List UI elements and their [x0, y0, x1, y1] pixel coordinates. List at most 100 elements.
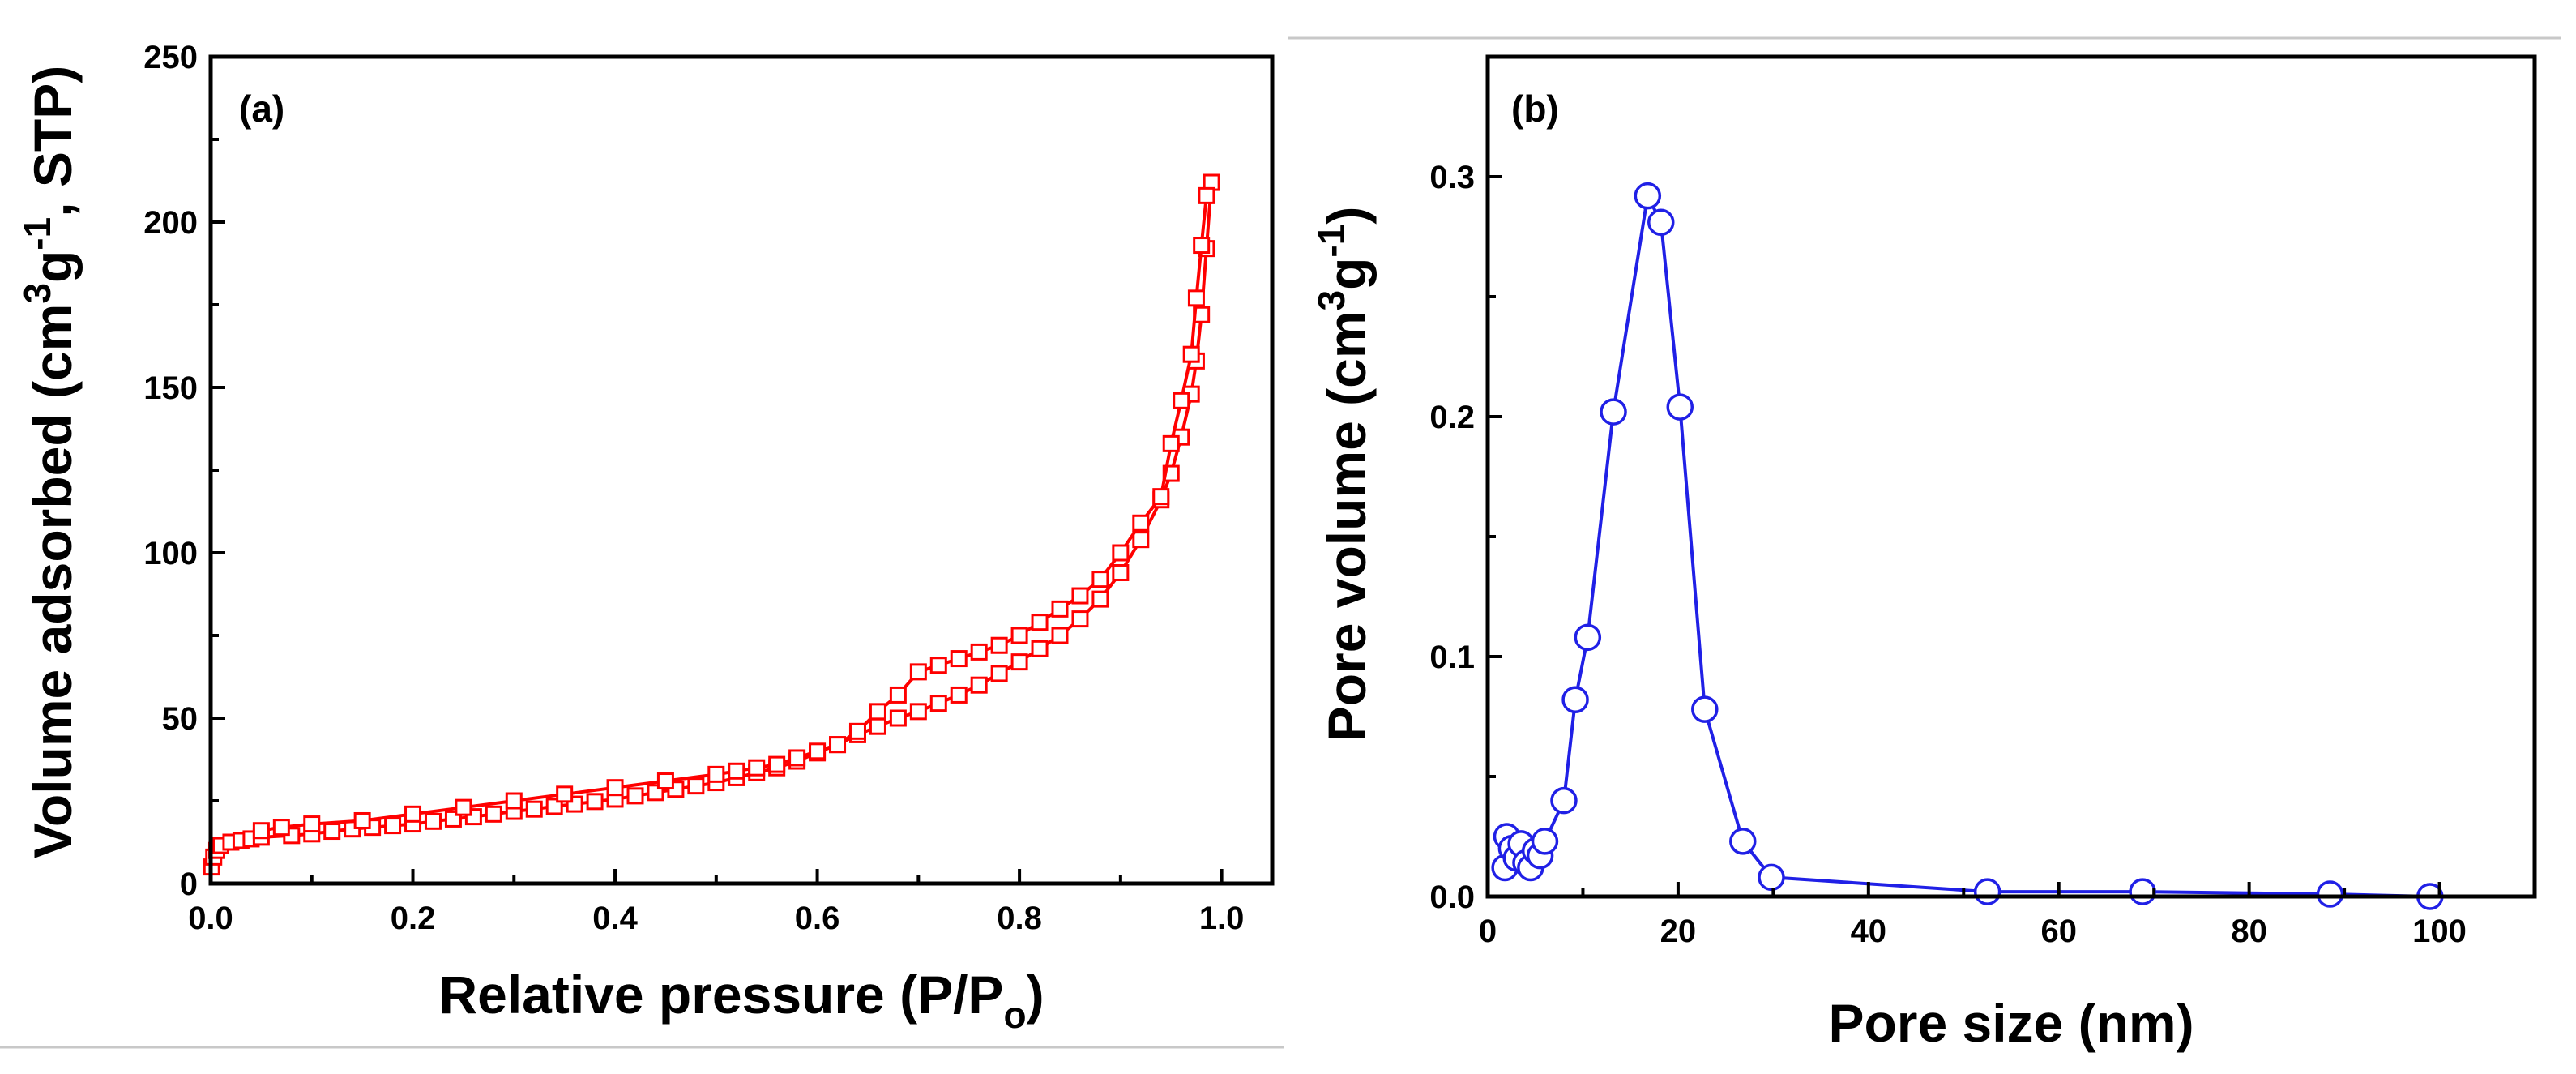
- panel-a-data-point: [606, 779, 624, 797]
- panel-a-x-axis-title: Relative pressure (P/Po): [438, 965, 1044, 1036]
- panel-a-plot-area: [203, 173, 1220, 876]
- panel-a-data-point: [1051, 600, 1069, 618]
- panel-a-data-point: [1051, 627, 1069, 644]
- panel-a-data-point: [1031, 614, 1049, 631]
- panel-a-y-tick-label: 0: [180, 866, 198, 902]
- panel-a-data-point: [950, 650, 968, 668]
- panel-a-data-point: [252, 822, 270, 840]
- panel-a-data-point: [586, 793, 604, 811]
- panel-b-y-axis-title: Pore volume (cm3g-1): [1310, 207, 1377, 742]
- panel-a-data-point: [303, 815, 321, 833]
- panel-a-data-point: [950, 686, 968, 704]
- panel-b-data-point: [1550, 786, 1578, 815]
- panel-a-y-tick-label: 100: [143, 536, 198, 571]
- panel-a-x-tick-label: 0.6: [795, 901, 840, 936]
- panel-a-data-point: [1187, 289, 1205, 307]
- panel-b-x-tick-label: 20: [1660, 914, 1697, 949]
- panel-b-data-point: [1691, 695, 1719, 723]
- panel-a-data-point: [272, 819, 290, 837]
- panel-a-data-point: [505, 792, 523, 810]
- panel-a-data-point: [929, 695, 947, 712]
- panel-a-data-point: [990, 636, 1008, 654]
- panel-a-data-point: [1112, 563, 1130, 581]
- panel-a-y-axis-title: Volume adsorbed (cm3g-1, STP): [16, 66, 83, 858]
- panel-a-data-point: [1198, 186, 1215, 204]
- panel-b-data-point: [2316, 880, 2344, 908]
- panel-a-y-tick-label: 250: [143, 40, 198, 75]
- panel-a-data-point: [384, 817, 402, 835]
- panel-b-x-tick-label: 40: [1851, 914, 1887, 949]
- panel-b-y-tick-label: 0.1: [1429, 640, 1475, 675]
- panel-a-data-point: [1173, 392, 1190, 409]
- panel-a-data-point: [788, 749, 806, 767]
- panel-a-data-point: [848, 722, 866, 740]
- panel-a-data-point: [404, 805, 422, 823]
- panel-b-data-point: [1531, 828, 1559, 855]
- panel-a-frame: [208, 54, 1275, 886]
- panel-a-data-point: [1091, 590, 1109, 608]
- panel-a-ticks: 0.0 0.2 0.4 0.6 0.8 1.0 0 50 100 150 200 250: [143, 40, 1244, 936]
- panel-a-data-point: [1091, 571, 1109, 588]
- panel-a-data-point: [1112, 544, 1130, 562]
- panel-b-data-point: [1561, 686, 1589, 714]
- panel-a-data-point: [525, 800, 543, 818]
- panel-b-data-point: [1647, 208, 1675, 236]
- panel-b-frame: [1485, 54, 2537, 899]
- panel-b-data-point: [1600, 398, 1627, 426]
- panel-a-data-point: [869, 717, 886, 735]
- panel-b-data-point: [1634, 182, 1662, 210]
- panel-a-x-tick-label: 0.2: [391, 901, 436, 936]
- panel-a-data-point: [485, 805, 502, 823]
- panel-a-data-point: [809, 742, 827, 760]
- panel-b-data-point: [1729, 828, 1757, 855]
- panel-b-x-tick-label: 100: [2412, 914, 2467, 949]
- panel-b-data-point: [1973, 878, 2001, 905]
- panel-a-data-point: [424, 812, 442, 830]
- panel-a-data-point: [929, 657, 947, 674]
- panel-a-label: (a): [239, 88, 284, 130]
- panel-a-data-point: [1193, 237, 1211, 255]
- panel-a-data-point: [1010, 627, 1028, 644]
- panel-a-y-tick-label: 150: [143, 370, 198, 406]
- panel-a-data-point: [728, 762, 745, 780]
- panel-a-y-tick-label: 50: [162, 701, 199, 737]
- panel-a-data-point: [889, 686, 907, 704]
- panel-b-x-tick-label: 80: [2231, 914, 2267, 949]
- panel-a-data-point: [656, 772, 674, 790]
- panel-a-data-point: [707, 765, 725, 783]
- panel-a-data-point: [869, 703, 886, 721]
- panel-a-data-point: [748, 759, 766, 777]
- panel-b-series-pore-size-distribution-line: [1503, 190, 2430, 898]
- panel-a-x-tick-label: 0.4: [592, 901, 638, 936]
- panel-a-data-point: [626, 787, 644, 805]
- panel-b-y-tick-label: 0.0: [1429, 879, 1475, 915]
- panel-a-data-point: [889, 709, 907, 727]
- panel-a-data-point: [768, 755, 786, 773]
- panel-a-data-point: [1132, 531, 1150, 549]
- panel-b-data-point: [2129, 878, 2156, 905]
- panel-a-data-point: [970, 643, 988, 661]
- panel-b-plot-area: [1491, 182, 2444, 910]
- panel-b-data-point: [1574, 623, 1602, 652]
- panel-a-data-point: [909, 703, 927, 721]
- panel-b-data-point: [1758, 863, 1785, 892]
- panel-a-data-point: [545, 798, 563, 815]
- panel-a: 0.0 0.2 0.4 0.6 0.8 1.0 0 50 100 150 200 250 (a) Re…: [16, 40, 1275, 1036]
- panel-a-data-point: [1071, 610, 1089, 628]
- panel-a-data-point: [1132, 514, 1150, 532]
- panel-b-y-tick-label: 0.2: [1429, 400, 1475, 435]
- panel-b-x-tick-label: 60: [2040, 914, 2077, 949]
- panel-a-series-adsorption-line: [210, 182, 1214, 868]
- panel-a-data-point: [687, 777, 705, 795]
- panel-a-data-point: [1182, 345, 1200, 363]
- panel-a-data-point: [1071, 587, 1089, 605]
- panel-a-data-point: [556, 785, 574, 803]
- panel-b: 0 20 40 60 80 100 0.0 0.1 0.2 0.3 (b) Pore size (…: [1310, 54, 2537, 1053]
- panel-a-data-point: [353, 811, 371, 829]
- panel-a-data-point: [990, 665, 1008, 682]
- panel-a-x-tick-label: 1.0: [1199, 901, 1245, 936]
- panel-a-data-point: [1152, 488, 1170, 506]
- panel-a-y-tick-label: 200: [143, 205, 198, 241]
- panel-a-data-point: [909, 663, 927, 681]
